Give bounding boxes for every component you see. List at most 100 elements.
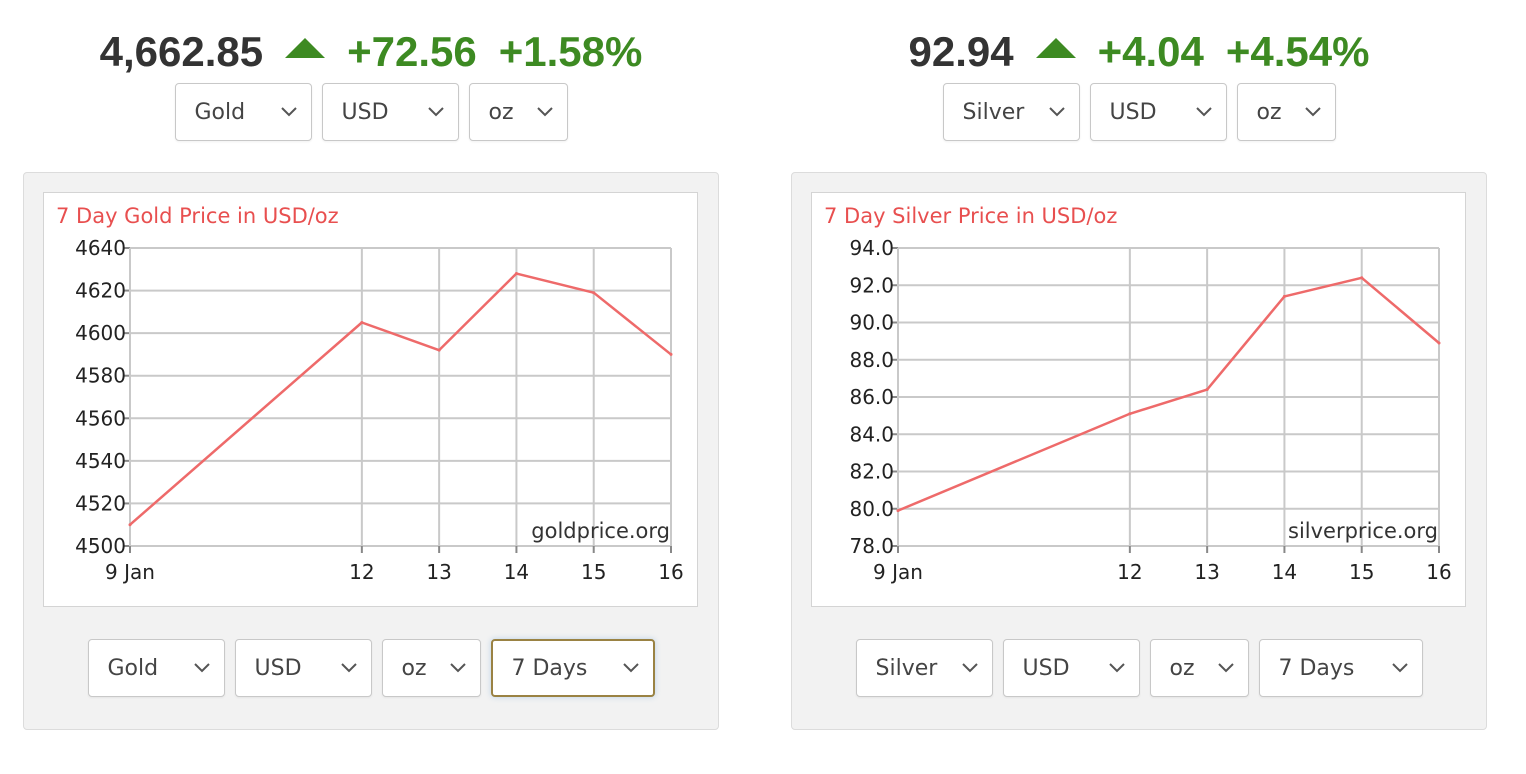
silver-data-point (1205, 388, 1209, 392)
gold-x-tick-label: 9 Jan (105, 560, 155, 584)
silver-x-tick-label: 12 (1117, 560, 1142, 584)
silver-data-point (1128, 412, 1132, 416)
silver-chart-metal-select[interactable]: Silver (855, 639, 993, 697)
silver-change-percent: +4.54% (1225, 28, 1370, 75)
silver-x-tick-label: 9 Jan (873, 560, 923, 584)
gold-y-tick-label: 4500 (75, 534, 126, 558)
gold-price: 4,662.85 (99, 28, 264, 75)
select-value: oz (1169, 655, 1195, 681)
gold-y-tick-label: 4640 (75, 236, 126, 260)
chevron-down-icon (1048, 107, 1065, 117)
select-value: USD (1109, 99, 1157, 125)
silver-change: +4.04 (1097, 28, 1204, 75)
silver-x-tick-label: 16 (1426, 560, 1451, 584)
gold-y-tick-label: 4540 (75, 449, 126, 473)
silver-chart-svg: 7 Day Silver Price in USD/oz 78.0 80.0 82.… (824, 204, 1452, 584)
silver-chart-currency-select[interactable]: USD (1002, 639, 1140, 697)
gold-x-tick-label: 16 (658, 560, 683, 584)
silver-metal-select[interactable]: Silver (942, 83, 1080, 141)
gold-x-tick-label: 12 (349, 560, 374, 584)
gold-data-point (669, 352, 673, 356)
gold-y-tick-label: 4560 (75, 406, 126, 430)
gold-metal-select[interactable]: Gold (174, 83, 312, 141)
chevron-down-icon (449, 663, 466, 673)
silver-y-tick-label: 90.0 (849, 311, 894, 335)
gold-chart-svg: 7 Day Gold Price in USD/oz 4500 4520 4540 4… (56, 204, 684, 584)
silver-chart-period-select[interactable]: 7 Days (1258, 639, 1423, 697)
chevron-down-icon (340, 663, 357, 673)
gold-bottom-selectors: Gold USD oz 7 Days (24, 639, 718, 697)
gold-currency-select[interactable]: USD (321, 83, 459, 141)
chevron-down-icon (536, 107, 553, 117)
silver-data-point (896, 509, 900, 513)
gold-change-percent: +1.58% (498, 28, 643, 75)
silver-y-tick-label: 84.0 (849, 422, 894, 446)
silver-y-tick-label: 92.0 (849, 273, 894, 297)
silver-y-tick-label: 80.0 (849, 497, 894, 521)
gold-price-line-series (129, 272, 672, 526)
silver-y-tick-label: 82.0 (849, 460, 894, 484)
chevron-down-icon (1108, 663, 1125, 673)
chevron-down-icon (1217, 663, 1234, 673)
silver-chart-title: 7 Day Silver Price in USD/oz (824, 204, 1117, 228)
gold-chart-currency-select[interactable]: USD (234, 639, 372, 697)
select-value: Silver (875, 655, 938, 681)
select-value: oz (488, 99, 514, 125)
gold-data-point (437, 348, 441, 352)
chevron-down-icon (961, 663, 978, 673)
silver-data-point (1437, 341, 1441, 345)
select-value: USD (1022, 655, 1070, 681)
silver-currency-select[interactable]: USD (1089, 83, 1227, 141)
silver-x-tick-label: 14 (1272, 560, 1297, 584)
silver-price-line: 92.94 +4.04 +4.54% (791, 28, 1487, 76)
select-value: 7 Days (511, 655, 588, 681)
silver-bottom-selectors: Silver USD oz 7 Days (792, 639, 1486, 697)
silver-chart-panel: 7 Day Silver Price in USD/oz 78.0 80.0 82.… (791, 172, 1487, 730)
gold-chart-title: 7 Day Gold Price in USD/oz (56, 204, 339, 228)
gold-data-point (128, 523, 132, 527)
gold-data-point (592, 291, 596, 295)
silver-y-tick-label: 86.0 (849, 385, 894, 409)
gold-x-tick-label: 15 (581, 560, 606, 584)
select-value: Gold (107, 655, 159, 681)
select-value: oz (401, 655, 427, 681)
silver-chart-watermark: silverprice.org (1288, 519, 1438, 543)
silver-data-point (1282, 294, 1286, 298)
chevron-down-icon (622, 663, 639, 673)
silver-unit-select[interactable]: oz (1236, 83, 1336, 141)
triangle-up-icon (1035, 38, 1076, 58)
triangle-up-icon (285, 38, 326, 58)
gold-chart-period-select[interactable]: 7 Days (490, 639, 655, 697)
select-value: Gold (194, 99, 246, 125)
silver-x-tick-label: 13 (1194, 560, 1219, 584)
silver-chart-unit-select[interactable]: oz (1149, 639, 1249, 697)
gold-y-tick-label: 4620 (75, 279, 126, 303)
gold-y-tick-label: 4600 (75, 321, 126, 345)
silver-y-tick-label: 78.0 (849, 534, 894, 558)
chevron-down-icon (193, 663, 210, 673)
silver-price-line-series (897, 276, 1440, 512)
silver-x-tick-label: 15 (1349, 560, 1374, 584)
silver-chart: 7 Day Silver Price in USD/oz 78.0 80.0 82.… (811, 192, 1466, 607)
gold-data-point (514, 272, 518, 276)
chevron-down-icon (1195, 107, 1212, 117)
gold-chart-unit-select[interactable]: oz (381, 639, 481, 697)
silver-price: 92.94 (908, 28, 1014, 75)
silver-top-selectors: Silver USD oz (791, 83, 1487, 141)
silver-data-point (1360, 276, 1364, 280)
gold-unit-select[interactable]: oz (468, 83, 568, 141)
gold-price-line: 4,662.85 +72.56 +1.58% (23, 28, 719, 76)
gold-chart-metal-select[interactable]: Gold (87, 639, 225, 697)
chevron-down-icon (1304, 107, 1321, 117)
gold-chart: 7 Day Gold Price in USD/oz 4500 4520 4540 4… (43, 192, 698, 607)
select-value: USD (341, 99, 389, 125)
chevron-down-icon (1391, 663, 1408, 673)
chevron-down-icon (427, 107, 444, 117)
select-value: USD (254, 655, 302, 681)
gold-chart-panel: 7 Day Gold Price in USD/oz 4500 4520 4540 4… (23, 172, 719, 730)
silver-y-tick-label: 88.0 (849, 348, 894, 372)
chevron-down-icon (280, 107, 297, 117)
gold-x-tick-label: 14 (504, 560, 529, 584)
silver-y-tick-label: 94.0 (849, 236, 894, 260)
select-value: Silver (962, 99, 1025, 125)
